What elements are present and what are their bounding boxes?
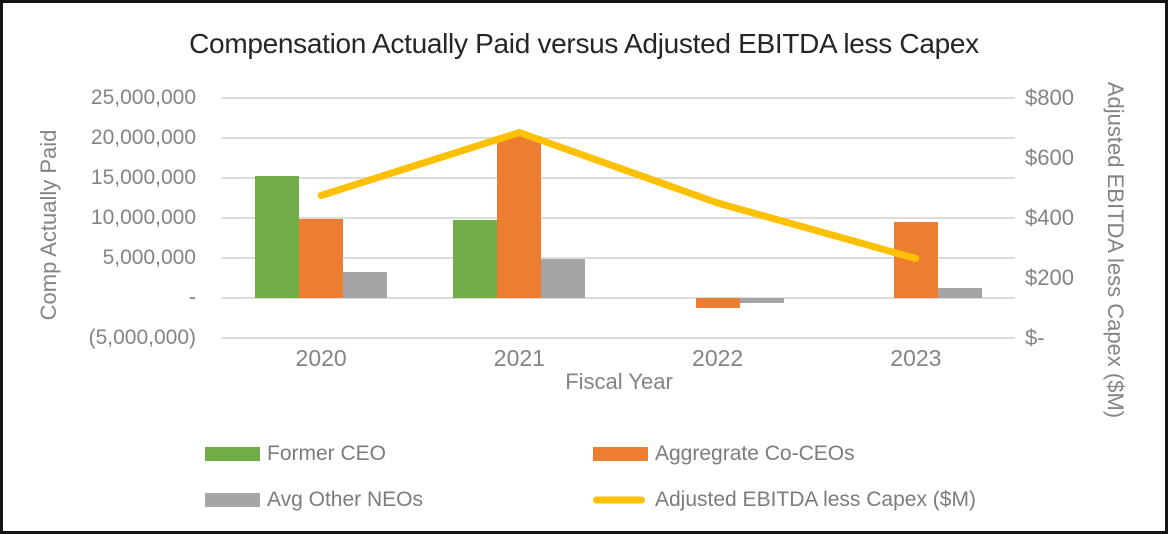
- left-axis-tick: 10,000,000: [90, 206, 196, 229]
- bar-former-ceo-2020: [255, 175, 300, 298]
- right-axis-tick: $600: [1025, 145, 1074, 170]
- legend-label-adjusted-ebitda-less-capex-m: Adjusted EBITDA less Capex ($M): [655, 488, 976, 511]
- legend-swatch-former-ceo: [205, 447, 260, 461]
- legend-label-avg-other-neos: Avg Other NEOs: [267, 488, 424, 511]
- bar-avg-other-neos-2021: [541, 258, 586, 298]
- gridline: [222, 97, 1015, 99]
- left-axis-title: Comp Actually Paid: [36, 129, 61, 321]
- gridline: [222, 137, 1015, 139]
- right-axis-tick: $400: [1025, 205, 1074, 230]
- bar-aggregrate-co-ceos-2020: [299, 218, 344, 298]
- legend-label-aggregrate-co-ceos: Aggregrate Co-CEOs: [655, 442, 855, 465]
- gridline: [222, 297, 1015, 299]
- legend-label-former-ceo: Former CEO: [267, 442, 387, 465]
- left-axis-tick: 25,000,000: [90, 86, 196, 109]
- bar-aggregrate-co-ceos-2023: [893, 222, 938, 298]
- left-axis-tick: 20,000,000: [90, 126, 196, 149]
- legend-swatch-avg-other-neos: [205, 493, 260, 507]
- right-axis-tick: $800: [1025, 85, 1074, 110]
- x-axis-category-label: 2022: [692, 345, 744, 371]
- bar-former-ceo-2021: [453, 220, 498, 298]
- ebitda-line-path: [317, 129, 920, 262]
- right-axis-title: Adjusted EBITDA less Capex ($M): [1103, 81, 1128, 419]
- chart-title: Compensation Actually Paid versus Adjust…: [189, 28, 979, 59]
- gridline: [222, 177, 1015, 179]
- bar-aggregrate-co-ceos-2021: [497, 135, 542, 298]
- right-axis-tick: $-: [1025, 325, 1045, 350]
- legend-swatch-aggregrate-co-ceos: [593, 447, 648, 461]
- gridline: [222, 337, 1015, 339]
- bar-avg-other-neos-2023: [937, 288, 982, 298]
- x-axis-category-label: 2021: [493, 345, 545, 371]
- x-axis-title: Fiscal Year: [565, 369, 673, 394]
- left-axis-tick: -: [189, 286, 196, 309]
- bar-avg-other-neos-2022: [739, 298, 784, 303]
- x-axis-category-label: 2023: [890, 345, 942, 371]
- bar-avg-other-neos-2020: [343, 271, 388, 298]
- left-axis-tick: 15,000,000: [90, 166, 196, 189]
- right-axis-tick: $200: [1025, 265, 1074, 290]
- x-axis-category-label: 2020: [295, 345, 347, 371]
- legend-swatch-adjusted-ebitda-less-capex-m: [593, 496, 645, 504]
- left-axis-tick: (5,000,000): [88, 326, 196, 349]
- bar-aggregrate-co-ceos-2022: [695, 298, 740, 309]
- left-axis-tick: 5,000,000: [102, 246, 196, 269]
